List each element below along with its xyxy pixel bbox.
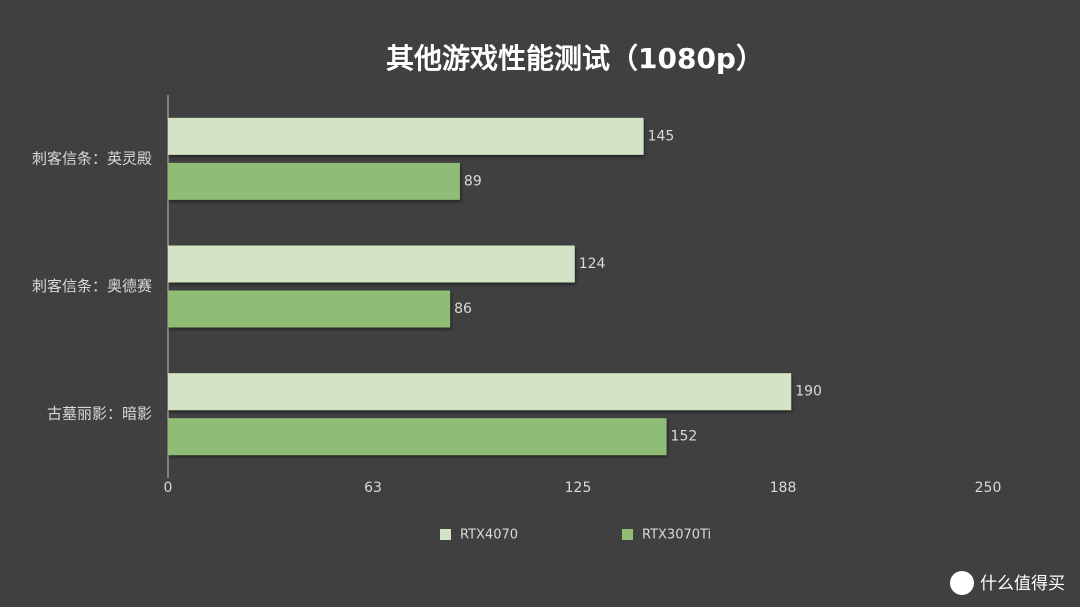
data-label: 86	[454, 301, 472, 317]
y-tick-label: 刺客信条：奥德赛	[32, 277, 152, 295]
watermark: 什么值得买	[950, 571, 1065, 595]
x-tick-label: 63	[364, 480, 382, 496]
data-label: 124	[579, 256, 606, 272]
bar	[168, 245, 575, 283]
x-tick-label: 250	[975, 480, 1002, 496]
legend-swatch	[622, 529, 633, 540]
chart-title: 其他游戏性能测试（1080p）	[386, 42, 764, 75]
y-tick-label: 古墓丽影：暗影	[47, 405, 152, 423]
x-tick-label: 125	[565, 480, 592, 496]
x-tick-label: 188	[770, 480, 797, 496]
y-tick-label: 刺客信条：英灵殿	[32, 149, 152, 167]
legend-label: RTX4070	[460, 528, 518, 543]
data-label: 152	[671, 429, 698, 445]
data-label: 190	[795, 384, 822, 400]
x-tick-label: 0	[164, 480, 173, 496]
bar	[168, 418, 667, 456]
data-label: 89	[464, 173, 482, 189]
watermark-logo	[950, 571, 974, 595]
legend-swatch	[440, 529, 451, 540]
watermark-text: 什么值得买	[980, 574, 1065, 594]
bar	[168, 290, 451, 328]
bar	[168, 162, 460, 200]
bar	[168, 117, 644, 155]
legend-label: RTX3070Ti	[642, 528, 711, 543]
bar	[168, 373, 792, 411]
data-label: 145	[648, 128, 675, 144]
